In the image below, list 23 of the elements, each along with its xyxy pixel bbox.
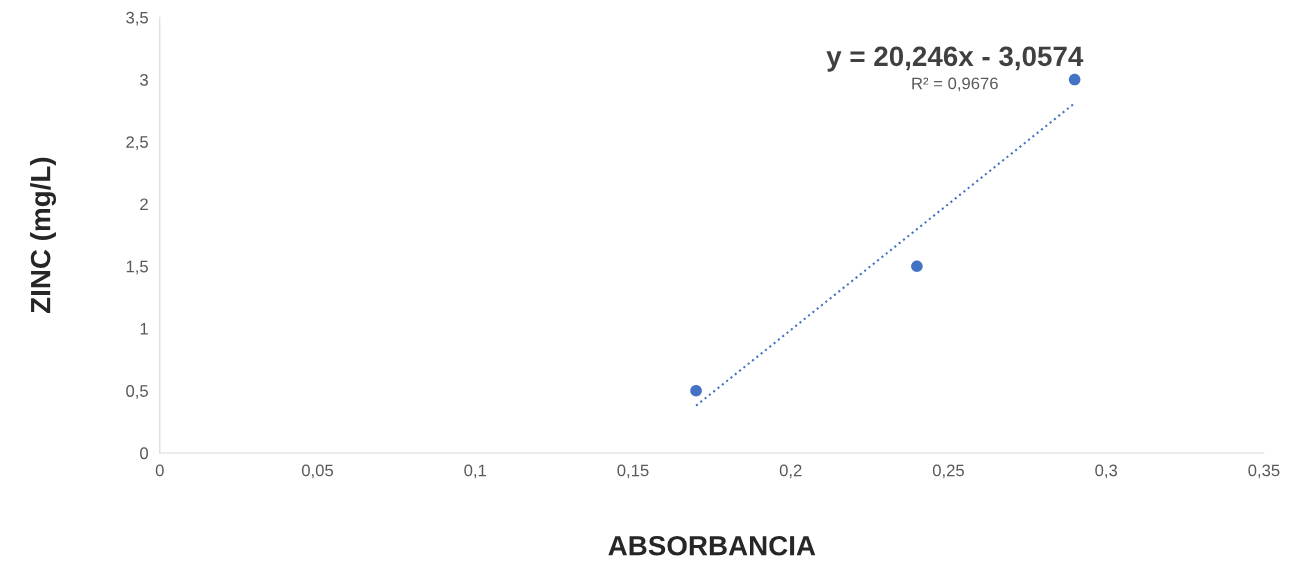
x-axis-title: ABSORBANCIA bbox=[608, 535, 816, 556]
y-tick-label: 3 bbox=[140, 73, 148, 86]
annotation: R² = 0,9676 bbox=[912, 77, 998, 92]
x-tick-label: 0,25 bbox=[932, 464, 964, 479]
point bbox=[911, 260, 923, 273]
y-tick-label: 3,5 bbox=[126, 11, 148, 26]
x-tick-label: 0,1 bbox=[464, 464, 487, 479]
y-tick-label: 2,5 bbox=[126, 136, 148, 150]
x-tick-label: 0,15 bbox=[617, 464, 649, 479]
x-tick-label: 0,3 bbox=[1095, 464, 1118, 479]
point bbox=[1068, 73, 1081, 86]
y-tick-label: 0,5 bbox=[126, 385, 148, 399]
x-tick-label: 0,35 bbox=[1248, 464, 1280, 479]
y-tick-label: 1,5 bbox=[126, 260, 148, 275]
x-tick-label: 0,2 bbox=[779, 464, 802, 479]
y-axis-title: ZINC (mg/L) bbox=[30, 157, 57, 313]
x-tick-label: 0,05 bbox=[301, 464, 334, 479]
y-tick-label: 1 bbox=[140, 323, 148, 335]
y-tick-label: 0 bbox=[140, 447, 149, 460]
annotation: y = 20,246x - 3,0574 bbox=[826, 46, 1084, 72]
point bbox=[690, 384, 702, 397]
y-tick-label: 2 bbox=[140, 198, 148, 211]
x-tick-label: 0 bbox=[155, 464, 164, 477]
